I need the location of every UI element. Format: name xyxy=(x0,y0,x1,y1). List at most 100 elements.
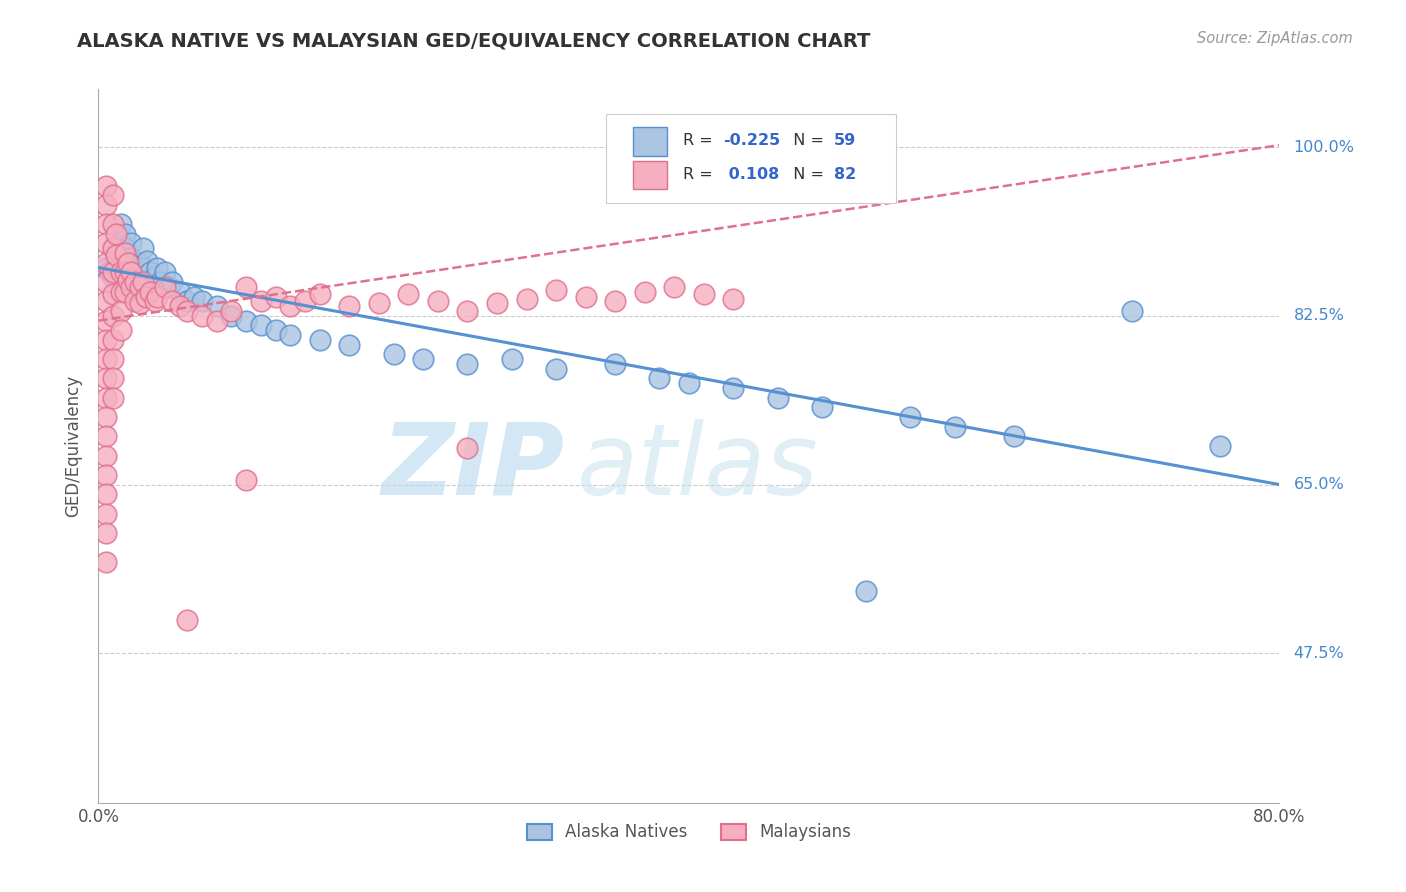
Point xyxy=(117,265,139,279)
Point xyxy=(114,260,136,275)
Point xyxy=(110,285,132,299)
Point xyxy=(605,294,627,309)
Text: 59: 59 xyxy=(834,133,856,148)
Point xyxy=(176,613,198,627)
Point xyxy=(575,289,598,303)
Point xyxy=(110,323,132,337)
Point xyxy=(264,323,287,337)
Point xyxy=(427,294,450,309)
Point xyxy=(457,357,479,371)
Point xyxy=(103,217,125,231)
Point xyxy=(339,337,361,351)
Y-axis label: GED/Equivalency: GED/Equivalency xyxy=(65,375,83,517)
Point xyxy=(153,265,176,279)
Point xyxy=(309,333,332,347)
Point xyxy=(98,265,121,279)
Point xyxy=(128,280,150,294)
Point xyxy=(149,275,172,289)
Point xyxy=(114,246,136,260)
Point xyxy=(723,293,745,307)
Point xyxy=(103,391,125,405)
Point xyxy=(110,256,132,270)
Point xyxy=(176,294,198,309)
Point xyxy=(294,294,316,309)
Point xyxy=(103,352,125,367)
Point xyxy=(103,286,125,301)
Text: 0.108: 0.108 xyxy=(723,167,779,182)
Point xyxy=(94,467,117,482)
Point xyxy=(221,304,243,318)
Point xyxy=(128,296,150,310)
Text: 82.5%: 82.5% xyxy=(1294,309,1344,323)
Point xyxy=(94,217,117,231)
Point xyxy=(132,275,155,289)
Point xyxy=(546,283,568,297)
Point xyxy=(280,299,302,313)
Point xyxy=(855,583,877,598)
Point xyxy=(339,299,361,313)
Point xyxy=(103,241,125,255)
Point xyxy=(176,304,198,318)
Point xyxy=(120,251,142,265)
Point xyxy=(132,260,155,275)
Point xyxy=(110,217,132,231)
Point xyxy=(810,401,832,415)
Point xyxy=(94,371,117,385)
Point xyxy=(132,277,155,291)
Point xyxy=(1209,439,1232,453)
Point xyxy=(105,227,128,241)
Point xyxy=(94,178,117,193)
Point xyxy=(235,280,257,294)
Point xyxy=(94,429,117,443)
Point xyxy=(943,419,966,434)
Legend: Alaska Natives, Malaysians: Alaska Natives, Malaysians xyxy=(520,817,858,848)
Point xyxy=(139,285,162,299)
Point xyxy=(94,236,117,251)
Point xyxy=(280,328,302,343)
Point xyxy=(132,241,155,255)
Point xyxy=(120,236,142,251)
Point xyxy=(221,309,243,323)
Point xyxy=(309,286,332,301)
Bar xyxy=(634,127,666,155)
Point xyxy=(103,309,125,323)
Point xyxy=(94,352,117,367)
Point xyxy=(103,265,125,279)
Point xyxy=(235,473,257,487)
Point xyxy=(169,299,191,313)
Point xyxy=(114,285,136,299)
Point xyxy=(117,273,139,287)
Point xyxy=(457,304,479,318)
Point xyxy=(94,391,117,405)
Point xyxy=(900,410,922,425)
Point xyxy=(110,304,132,318)
Point xyxy=(94,313,117,327)
Point xyxy=(114,241,136,255)
Point xyxy=(191,294,214,309)
Point xyxy=(723,381,745,395)
Point xyxy=(250,294,273,309)
Point xyxy=(135,289,157,303)
Point xyxy=(94,260,117,275)
Text: atlas: atlas xyxy=(576,419,818,516)
Point xyxy=(136,253,159,268)
Point xyxy=(205,313,228,327)
Point xyxy=(120,280,142,294)
Text: 100.0%: 100.0% xyxy=(1294,139,1354,154)
Text: N =: N = xyxy=(783,167,830,182)
Point xyxy=(117,256,139,270)
Point xyxy=(94,333,117,347)
Point xyxy=(486,296,509,310)
Point xyxy=(124,265,146,279)
Point xyxy=(114,265,136,279)
Text: Source: ZipAtlas.com: Source: ZipAtlas.com xyxy=(1197,31,1353,46)
Point xyxy=(162,294,183,309)
Point xyxy=(382,347,405,361)
Point xyxy=(117,280,139,294)
Point xyxy=(1121,304,1143,318)
Point xyxy=(94,294,117,309)
Point xyxy=(546,362,568,376)
Point xyxy=(146,289,169,303)
Text: -0.225: -0.225 xyxy=(723,133,780,148)
Point xyxy=(143,270,166,285)
